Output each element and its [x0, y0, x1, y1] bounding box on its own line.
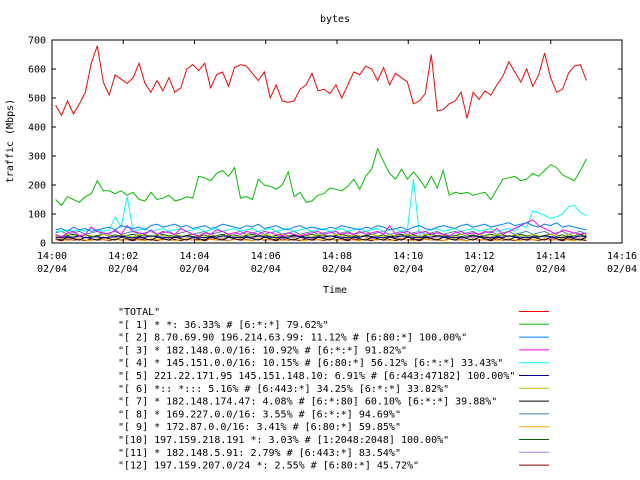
y-tick-label: 200 [28, 181, 46, 192]
x-tick-time: 14:16 [607, 251, 637, 262]
x-tick-date: 02/04 [179, 264, 209, 275]
legend-label: "[11] * 182.148.5.91: 2.79% # [6:443:*] … [118, 448, 401, 459]
y-tick-label: 500 [28, 94, 46, 105]
series-line-1 [55, 147, 587, 207]
x-tick-date: 02/04 [108, 264, 138, 275]
y-tick-label: 300 [28, 152, 46, 163]
x-tick-date: 02/04 [536, 264, 566, 275]
x-tick-time: 14:04 [179, 251, 209, 262]
y-tick-label: 100 [28, 210, 46, 221]
x-tick-date: 02/04 [464, 264, 494, 275]
series-line-7 [55, 236, 587, 241]
x-tick-time: 14:12 [464, 251, 494, 262]
legend-label: "[ 9] * 172.87.0.0/16: 3.41% # [6:80:*] … [118, 422, 401, 433]
y-tick-label: 400 [28, 123, 46, 134]
x-axis-label: Time [323, 285, 347, 296]
legend-label: "[12] 197.159.207.0/24 *: 2.55% # [6:80:… [118, 461, 419, 472]
x-ticks: 14:00 02/04 14:02 02/04 14:04 02/04 14:06 02/04… [37, 40, 637, 275]
legend-label: "[ 5] 221.22.171.95 145.151.148.10: 6.91… [118, 371, 515, 382]
x-tick-date: 02/04 [607, 264, 637, 275]
y-axis-label: traffic (Mbps) [5, 99, 16, 183]
x-tick-time: 14:06 [251, 251, 281, 262]
x-tick-date: 02/04 [393, 264, 423, 275]
x-tick-time: 14:02 [108, 251, 138, 262]
y-tick-label: 0 [40, 239, 46, 250]
legend-label: "[ 6] *:: *::: 5.16% # [6:443:*] 34.25% … [118, 384, 449, 395]
y-tick-label: 700 [28, 36, 46, 47]
series-lines [55, 45, 587, 242]
chart-title: bytes [320, 14, 350, 25]
x-tick-date: 02/04 [37, 264, 67, 275]
legend-label: "[ 2] 8.70.69.90 196.214.63.99: 11.12% #… [118, 333, 467, 344]
y-ticks: 0 100 200 300 400 500 600 700 [28, 36, 622, 250]
x-tick-time: 14:10 [393, 251, 423, 262]
x-tick-time: 14:00 [37, 251, 67, 262]
legend-label: "[ 8] * 169.227.0.0/16: 3.55% # [6:*:*] … [118, 409, 401, 420]
legend-label: "[ 4] * 145.151.0.0/16: 10.15% # [6:80:*… [118, 358, 503, 369]
legend-label: "[ 7] * 182.148.174.47: 4.08% # [6:*:80]… [118, 397, 497, 408]
series-line-6 [55, 233, 587, 238]
series-line-9 [55, 238, 587, 242]
series-line-0 [55, 45, 587, 119]
x-tick-time: 14:14 [536, 251, 566, 262]
legend-label: "TOTAL" [118, 307, 160, 318]
y-tick-label: 600 [28, 65, 46, 76]
series-line-3 [55, 219, 587, 238]
x-tick-time: 14:08 [322, 251, 352, 262]
x-tick-date: 02/04 [322, 264, 352, 275]
legend-label: "[ 3] * 182.148.0.0/16: 10.92% # [6:*:*]… [118, 345, 407, 356]
legend-label: "[10] 197.159.218.191 *: 3.03% # [1:2048… [118, 435, 449, 446]
x-tick-date: 02/04 [251, 264, 281, 275]
series-line-2 [55, 222, 587, 232]
series-line-5 [55, 235, 587, 239]
legend: "TOTAL" "[ 1] * *: 36.33% # [6:*:*] 79.62… [118, 307, 549, 472]
legend-label: "[ 1] * *: 36.33% # [6:*:*] 79.62%" [118, 320, 329, 331]
